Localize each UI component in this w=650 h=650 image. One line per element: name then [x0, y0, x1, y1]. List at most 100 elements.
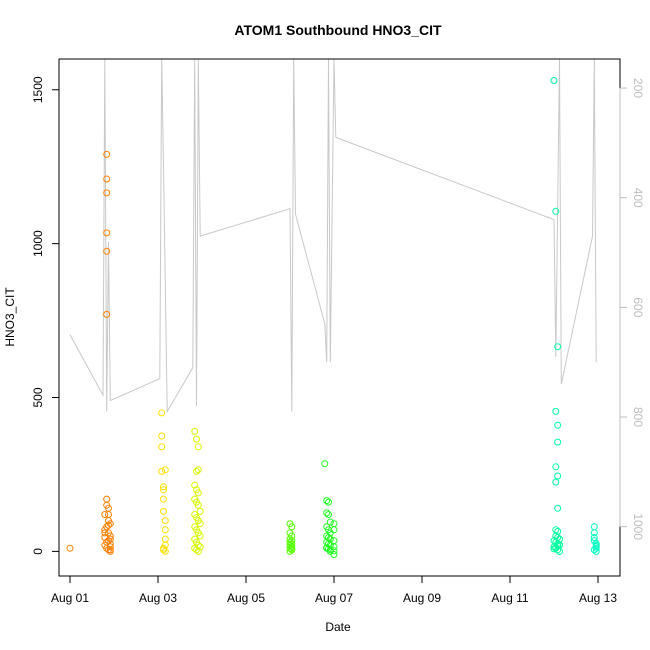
- data-point: [193, 546, 200, 554]
- data-point: [550, 77, 558, 84]
- data-point: [554, 438, 562, 446]
- data-point: [161, 466, 169, 474]
- data-point: [321, 460, 329, 468]
- data-point: [106, 532, 114, 540]
- x-tick-label: Aug 09: [403, 591, 441, 605]
- data-point: [196, 532, 204, 540]
- x-tick-label: Aug 01: [51, 591, 89, 605]
- data-point: [158, 443, 166, 451]
- x-tick-label: Aug 07: [315, 591, 353, 605]
- data-point: [103, 189, 111, 197]
- x-tick-label: Aug 13: [579, 591, 617, 605]
- data-point: [590, 523, 598, 531]
- plot-frame: [58, 58, 621, 577]
- data-point: [552, 526, 560, 534]
- data-point: [554, 504, 562, 512]
- data-point: [161, 547, 169, 555]
- data-point: [552, 407, 560, 415]
- x-tick-label: Aug 05: [227, 591, 265, 605]
- data-point: [160, 486, 167, 494]
- data-point: [158, 467, 166, 475]
- data-point: [66, 544, 74, 552]
- y-tick-label: 0: [31, 548, 45, 555]
- y-tick-label: 500: [31, 387, 45, 407]
- data-point: [103, 175, 111, 183]
- data-point: [161, 517, 169, 525]
- data-point: [101, 511, 109, 518]
- data-point: [554, 421, 562, 429]
- x-axis: Aug 01 Aug 03 Aug 05 Aug 07 Aug 09 Aug 11 Aug …: [51, 575, 617, 605]
- data-point: [191, 481, 199, 489]
- data-point: [330, 551, 338, 558]
- data-point: [590, 529, 598, 537]
- right-tick-label: 1000: [631, 513, 645, 540]
- data-point: [105, 546, 112, 554]
- right-tick-label: 800: [631, 407, 645, 427]
- right-y-axis: 200 400 600 800 1000: [619, 78, 645, 540]
- data-point: [193, 435, 200, 443]
- data-point: [592, 544, 600, 552]
- y-axis: 0 500 1000 1500: [31, 76, 60, 555]
- data-point: [194, 466, 202, 474]
- data-point: [323, 544, 331, 552]
- data-point: [590, 534, 598, 541]
- data-point: [160, 495, 167, 503]
- data-point: [554, 343, 562, 351]
- right-tick-label: 200: [631, 78, 645, 98]
- x-axis-label: Date: [325, 620, 351, 634]
- data-point: [288, 545, 296, 553]
- x-tick-label: Aug 11: [491, 591, 528, 605]
- data-point: [160, 507, 167, 515]
- data-point: [160, 546, 167, 554]
- data-point: [194, 501, 202, 509]
- data-point: [191, 427, 199, 435]
- data-point: [194, 443, 202, 451]
- chart-title: ATOM1 Southbound HNO3_CIT: [234, 22, 442, 38]
- data-point: [103, 310, 111, 318]
- data-point: [103, 229, 111, 237]
- data-point: [158, 409, 166, 417]
- data-point: [325, 498, 332, 506]
- y-tick-label: 1500: [31, 76, 45, 103]
- data-point: [194, 547, 202, 555]
- data-point: [161, 526, 169, 534]
- data-point: [323, 509, 331, 517]
- data-point: [158, 432, 166, 440]
- y-tick-label: 1000: [31, 230, 45, 257]
- data-point: [103, 247, 111, 255]
- data-point: [103, 495, 111, 503]
- y-axis-label: HNO3_CIT: [3, 287, 17, 347]
- data-point: [554, 542, 562, 550]
- data-point: [330, 520, 338, 528]
- data-point: [592, 547, 600, 555]
- data-point: [103, 150, 111, 158]
- data-point: [193, 467, 200, 475]
- data-point: [330, 526, 338, 534]
- data-point: [590, 546, 598, 554]
- x-tick-label: Aug 03: [139, 591, 177, 605]
- data-point: [106, 547, 114, 555]
- data-point: [288, 543, 296, 551]
- data-point: [288, 523, 296, 531]
- data-point: [161, 535, 169, 543]
- data-point: [552, 478, 560, 486]
- data-point: [552, 207, 560, 215]
- data-point: [554, 472, 562, 480]
- data-point: [330, 547, 338, 555]
- data-point: [105, 521, 112, 529]
- right-tick-label: 600: [631, 297, 645, 317]
- data-point: [326, 518, 334, 526]
- data-points: [66, 77, 600, 558]
- data-point: [552, 463, 560, 471]
- data-point: [101, 529, 109, 537]
- data-point: [105, 537, 112, 545]
- data-point: [556, 541, 563, 549]
- data-point: [160, 483, 167, 491]
- data-point: [196, 520, 204, 528]
- profile-line: [69, 58, 597, 414]
- data-point: [196, 507, 204, 515]
- data-point: [325, 540, 332, 548]
- data-point: [105, 511, 112, 518]
- right-tick-label: 400: [631, 188, 645, 208]
